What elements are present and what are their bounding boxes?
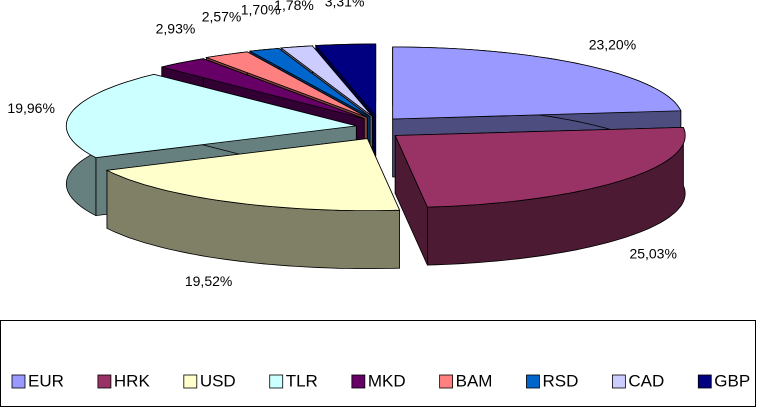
- legend-box: [0, 320, 756, 407]
- legend-swatch: [439, 374, 454, 389]
- slice: [314, 43, 377, 118]
- legend-label: CAD: [628, 371, 664, 390]
- slice: [161, 58, 365, 119]
- data-label: 2,93%: [156, 21, 196, 37]
- pie: [65, 43, 686, 269]
- legend-label: TLR: [286, 371, 318, 390]
- data-label: 1,78%: [274, 0, 314, 13]
- legend-swatch: [351, 374, 366, 389]
- legend-swatch: [97, 374, 112, 389]
- slice: [280, 45, 373, 117]
- slice: [105, 138, 401, 211]
- slice: [65, 73, 357, 159]
- legend-label: HRK: [114, 371, 151, 390]
- legend-label: USD: [200, 371, 236, 390]
- data-label: 23,20%: [589, 37, 636, 53]
- data-label: 19,52%: [185, 273, 232, 289]
- legend-label: MKD: [368, 371, 406, 390]
- legend-label: GBP: [714, 371, 750, 390]
- legend-swatch: [611, 374, 626, 389]
- slice: [248, 47, 371, 118]
- legend-label: BAM: [456, 371, 493, 390]
- legend: EUR HRK USD TLR MKD BAM RSD CAD GBP: [11, 371, 750, 390]
- labels: 23,20% 25,03% 19,52% 19,96% 2,93% 2,57% 1,70%1…: [7, 0, 677, 289]
- data-label: 25,03%: [629, 245, 676, 261]
- data-label: 1,70%: [241, 1, 281, 17]
- data-label: 3,31%: [325, 0, 365, 9]
- slice: [392, 46, 682, 120]
- legend-swatch: [183, 374, 198, 389]
- legend-swatch: [697, 374, 712, 389]
- legend-swatch: [526, 374, 540, 389]
- legend-label: RSD: [542, 371, 578, 390]
- legend-swatch: [269, 374, 284, 389]
- data-label: 2,57%: [202, 8, 242, 24]
- slice: [394, 126, 686, 208]
- legend-swatch: [11, 374, 26, 389]
- data-label: 19,96%: [7, 100, 54, 116]
- legend-label: EUR: [28, 371, 64, 390]
- slice: [204, 51, 368, 118]
